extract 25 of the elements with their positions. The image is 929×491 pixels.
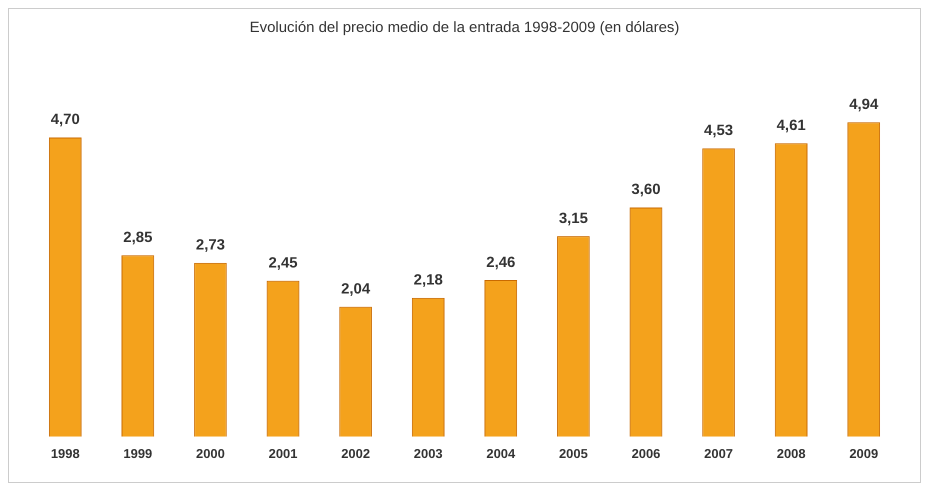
x-tick-label: 2006 [632,446,660,461]
x-tick-label: 2009 [849,446,878,461]
data-label: 2,73 [196,236,225,254]
x-tick-label: 2000 [196,446,225,461]
data-label: 2,85 [123,228,152,246]
data-label: 2,46 [486,254,516,271]
x-tick-label: 2004 [486,446,516,461]
data-label: 3,15 [558,210,588,227]
data-label: 2,18 [414,272,443,289]
data-label: 4,61 [776,116,806,134]
data-label: 4,94 [849,96,879,113]
x-tick-label: 2007 [704,446,733,461]
x-tick-label: 2001 [268,446,298,461]
x-tick-label: 1998 [50,446,80,461]
data-label: 4,70 [50,111,80,128]
data-label: 2,04 [341,280,371,298]
x-tick-label: 2005 [558,446,588,461]
data-label: 3,60 [631,181,661,198]
chart-title: Evolución del precio medio de la entrada 1998-2009 (en dólares) [250,19,680,36]
x-tick-label: 2003 [414,446,443,461]
data-label: 2,45 [268,254,298,272]
data-label: 4,53 [704,122,734,140]
x-tick-label: 1999 [123,446,152,461]
x-tick-label: 2002 [341,446,370,461]
x-tick-label: 2008 [776,446,806,461]
